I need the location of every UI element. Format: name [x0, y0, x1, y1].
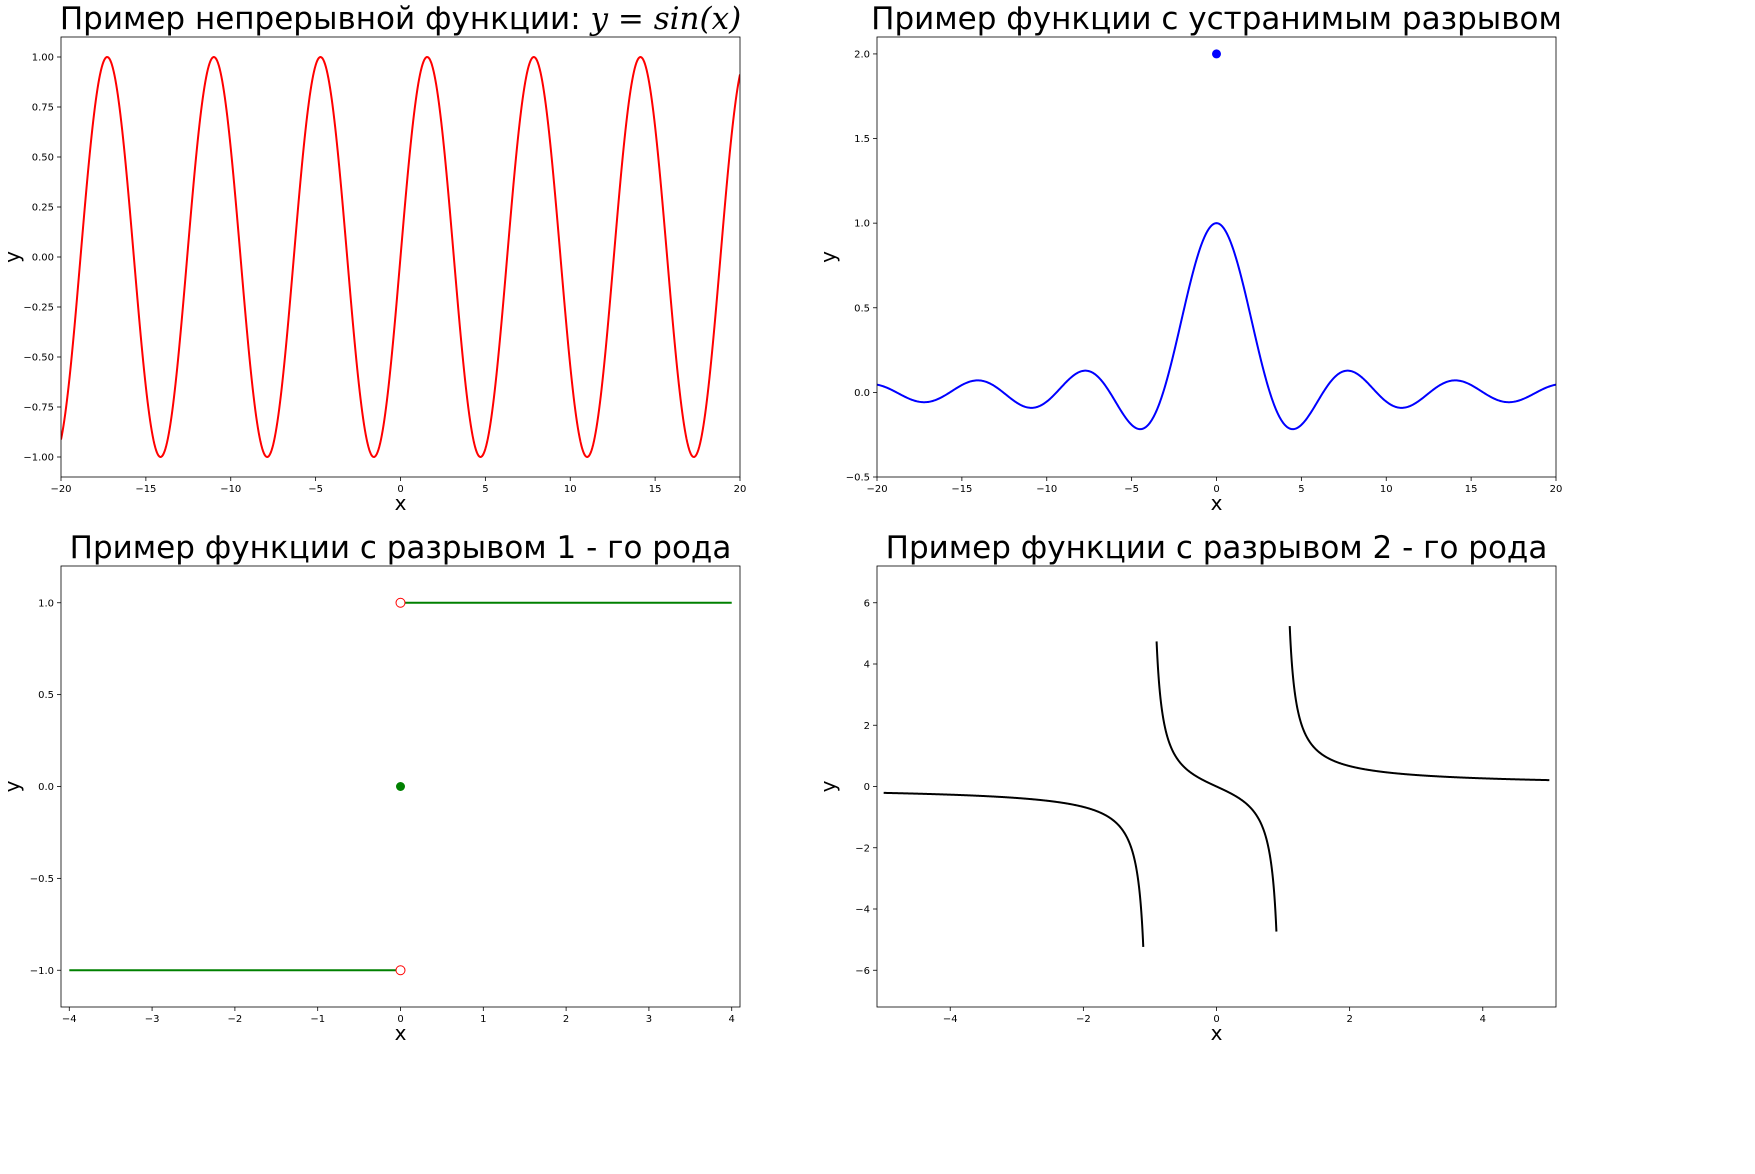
open-point	[395, 597, 406, 608]
x-tick-label: −3	[145, 1014, 160, 1025]
x-tick-label: 10	[564, 484, 577, 495]
x-tick-label: 5	[482, 484, 488, 495]
y-tick-label: −0.75	[23, 403, 54, 414]
y-tick-label: 0.00	[32, 253, 54, 264]
x-tick-label: 2	[563, 1014, 569, 1025]
x-tick-label: 10	[1380, 484, 1393, 495]
x-tick-label: 0	[397, 1014, 403, 1025]
y-axis-label: y	[816, 780, 840, 792]
x-tick-label: −4	[943, 1014, 958, 1025]
y-tick-label: −1.0	[30, 966, 54, 977]
plot-frame	[876, 36, 1557, 478]
x-tick-label: 4	[1480, 1014, 1486, 1025]
y-axis-label: y	[0, 780, 24, 792]
x-tick-label: 2	[1346, 1014, 1352, 1025]
y-tick-label: −0.50	[23, 353, 54, 364]
x-axis-label: x	[395, 491, 407, 515]
chart-title: Пример функции с разрывом 1 - го рода	[70, 530, 732, 566]
x-tick-label: 0	[1213, 484, 1219, 495]
y-tick-label: −0.5	[846, 473, 870, 484]
series-line-2	[1288, 626, 1551, 782]
x-tick-label: −10	[220, 484, 241, 495]
x-tick-label: 4	[729, 1014, 735, 1025]
y-tick-label: 0.0	[854, 388, 870, 399]
y-tick-label: 2.0	[854, 49, 870, 60]
y-tick-label: −1.00	[23, 453, 54, 464]
x-axis-label: x	[1211, 491, 1223, 515]
y-tick-label: 0.50	[32, 153, 54, 164]
y-tick-label: 0.25	[32, 203, 54, 214]
series-line-0	[61, 56, 740, 458]
chart-title: Пример функции с устранимым разрывом	[871, 1, 1562, 37]
x-tick-label: 20	[734, 484, 747, 495]
y-tick-label: 0.5	[38, 690, 54, 701]
y-tick-label: −0.25	[23, 303, 54, 314]
x-tick-label: 0	[397, 484, 403, 495]
y-tick-label: 1.5	[854, 134, 870, 145]
x-tick-label: 20	[1550, 484, 1563, 495]
x-tick-label: −15	[135, 484, 156, 495]
chart-sin: Пример непрерывной функции: y = sin(x) −2…	[0, 1, 747, 515]
x-tick-label: 5	[1298, 484, 1304, 495]
chart-panel-sin: Пример непрерывной функции: y = sin(x) −2…	[0, 0, 877, 587]
y-tick-label: 1.0	[38, 598, 54, 609]
x-tick-label: 15	[649, 484, 662, 495]
x-tick-label: −2	[1076, 1014, 1091, 1025]
x-tick-label: −4	[62, 1014, 77, 1025]
filled-point	[1212, 49, 1221, 59]
y-tick-label: 1.00	[32, 53, 54, 64]
y-axis-label: y	[816, 251, 840, 263]
x-tick-label: 3	[646, 1014, 652, 1025]
y-tick-label: 0.5	[854, 303, 870, 314]
x-tick-label: −2	[228, 1014, 243, 1025]
x-tick-label: −10	[1036, 484, 1057, 495]
y-tick-label: 1.0	[854, 219, 870, 230]
x-tick-label: −1	[310, 1014, 325, 1025]
x-tick-label: 15	[1465, 484, 1478, 495]
series-line-0	[877, 222, 1556, 431]
y-tick-label: −4	[855, 905, 870, 916]
y-tick-label: 6	[864, 598, 870, 609]
y-tick-label: 0.0	[38, 782, 54, 793]
x-tick-label: 0	[1213, 1014, 1219, 1025]
series-line-1	[1155, 641, 1278, 932]
x-tick-label: −20	[50, 484, 71, 495]
filled-point	[396, 782, 405, 791]
x-tick-label: −20	[866, 484, 887, 495]
y-tick-label: 0.75	[32, 103, 54, 114]
chart-panel-jump: Пример функции с разрывом 1 - го рода −4 −…	[0, 530, 877, 1174]
series-line-0	[882, 791, 1145, 947]
x-axis-label: x	[395, 1021, 407, 1045]
y-tick-label: −6	[855, 966, 870, 977]
chart-panel-removable: Пример функции с устранимым разрывом −20−…	[816, 0, 1754, 587]
y-tick-label: 0	[864, 782, 870, 793]
chart-title: Пример непрерывной функции: y = sin(x)	[60, 1, 741, 37]
y-tick-label: −0.5	[30, 874, 54, 885]
y-tick-label: 4	[864, 660, 870, 671]
chart-panel-infinite: Пример функции с разрывом 2 - го рода −4 −…	[816, 530, 1754, 1174]
chart-infinite-discontinuity: Пример функции с разрывом 2 - го рода −4 −…	[816, 530, 1557, 1045]
y-tick-label: −2	[855, 843, 870, 854]
chart-removable-discontinuity: Пример функции с устранимым разрывом−20−…	[816, 1, 1563, 515]
y-axis-label: y	[0, 251, 24, 263]
x-tick-label: −15	[951, 484, 972, 495]
x-tick-label: −5	[1124, 484, 1139, 495]
x-axis-label: x	[1211, 1021, 1223, 1045]
y-tick-label: 2	[864, 721, 870, 732]
chart-title: Пример функции с разрывом 2 - го рода	[886, 530, 1548, 566]
x-tick-label: −5	[308, 484, 323, 495]
x-tick-label: 1	[480, 1014, 486, 1025]
chart-jump-discontinuity: Пример функции с разрывом 1 - го рода −4 −…	[0, 530, 741, 1045]
chart-title-formula: y = sin(x)	[589, 1, 742, 37]
open-point	[395, 965, 406, 976]
